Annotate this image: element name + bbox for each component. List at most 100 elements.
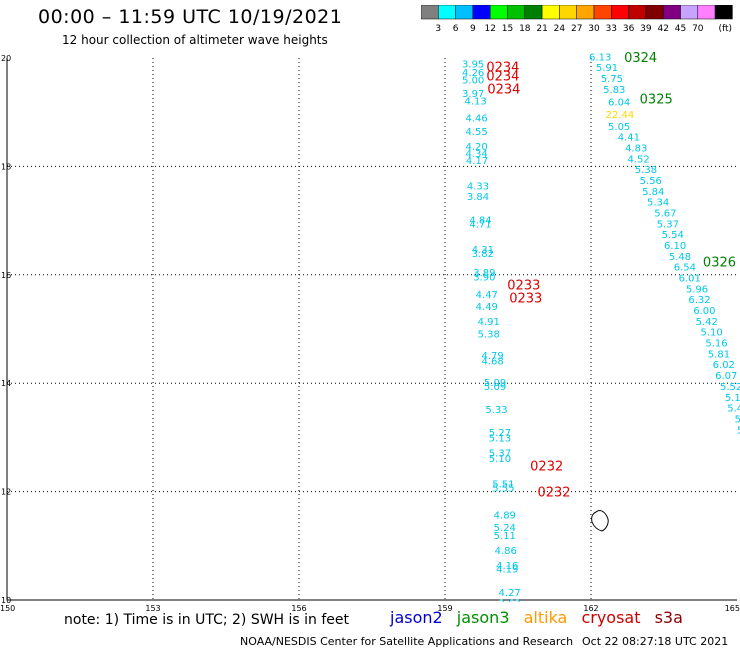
wave-height-label: 5.09 xyxy=(484,382,506,393)
color-scale-label: 36 xyxy=(623,24,635,33)
note-text: note: 1) Time is in UTC; 2) SWH is in fe… xyxy=(64,612,350,628)
wave-height-label: 5.52 xyxy=(720,382,740,393)
wave-height-label: 4.83 xyxy=(625,143,647,154)
wave-height-label: 5.43 xyxy=(735,414,740,425)
wave-height-label: 5.10 xyxy=(725,393,740,404)
wave-height-label: 6.02 xyxy=(713,360,735,371)
wave-height-label: 4.49 xyxy=(476,302,498,313)
wave-height-label: 5.51 xyxy=(492,479,514,490)
wave-height-label: 3.89 xyxy=(473,268,495,279)
wave-height-label: 5.75 xyxy=(601,74,623,85)
pass-time-label: 0234 xyxy=(487,82,520,97)
wave-height-label: 5.10 xyxy=(489,454,511,465)
wave-height-label: 3.95 xyxy=(462,59,484,70)
wave-height-label: 4.46 xyxy=(465,114,487,125)
wave-height-label: 4.26 xyxy=(462,68,484,79)
wave-height-label: 5.13 xyxy=(489,433,511,444)
wave-height-label: 5.84 xyxy=(642,187,664,198)
color-scale-label: 18 xyxy=(519,24,531,33)
wave-height-label: 5.38 xyxy=(478,329,500,340)
wave-height-label: 5.34 xyxy=(647,198,669,209)
wave-height-label: 5.42 xyxy=(696,317,718,328)
wave-height-label: 5.37 xyxy=(489,449,511,460)
wave-height-label: 4.34 xyxy=(465,149,487,160)
color-scale-label: 39 xyxy=(640,24,652,33)
y-tick-label: 20 xyxy=(1,54,11,63)
wave-height-label: 4.27 xyxy=(499,588,521,599)
legend-jason3: jason3 xyxy=(456,608,510,627)
pass-time-label: 0325 xyxy=(640,93,673,108)
wave-height-label: 4.13 xyxy=(464,96,486,107)
wave-height-label: 5.48 xyxy=(727,404,740,415)
wave-height-label: 4.52 xyxy=(628,154,650,165)
wave-height-label: 5.11 xyxy=(494,531,516,542)
wave-height-label: 3.97 xyxy=(462,89,484,100)
wave-height-label: 6.04 xyxy=(608,97,630,108)
wave-height-label: 22.44 xyxy=(606,110,635,121)
wave-height-label: 5.38 xyxy=(635,165,657,176)
wave-height-label: 3.82 xyxy=(472,249,494,260)
wave-height-label: 6.07 xyxy=(715,371,737,382)
x-tick-label: 165 xyxy=(725,604,740,613)
color-scale-label: 30 xyxy=(588,24,600,33)
legend-s3a: s3a xyxy=(654,608,683,627)
pass-time-label: 0232 xyxy=(530,460,563,475)
pass-time-label: 0233 xyxy=(509,292,542,307)
color-scale-label: 42 xyxy=(657,24,668,33)
wave-height-label: 5.33 xyxy=(485,405,507,416)
color-scale-bar: 3 6 9 12 15 18 21 24 27 30 33 36 39 42 45 70 (ft) xyxy=(421,5,733,33)
wave-height-label: 4.33 xyxy=(467,181,489,192)
wave-height-label: 5.81 xyxy=(708,349,730,360)
wave-height-label: 4.41 xyxy=(618,133,640,144)
wave-height-label: 3.90 xyxy=(473,272,495,283)
y-tick-label: 16 xyxy=(1,271,11,280)
footer-date: Oct 22 08:27:18 UTC 2021 xyxy=(582,635,729,648)
x-tick-label: 153 xyxy=(145,604,160,613)
y-tick-label: 14 xyxy=(1,379,11,388)
wave-height-label: 4.47 xyxy=(476,290,498,301)
pass-time-label: 0232 xyxy=(537,486,570,501)
color-scale-label: 21 xyxy=(536,24,547,33)
wave-height-label: 4.31 xyxy=(472,245,494,256)
color-scale-label: 70 xyxy=(692,24,704,33)
color-scale-label: 45 xyxy=(675,24,686,33)
wave-height-label: 4.68 xyxy=(482,356,504,367)
color-scale-label: 24 xyxy=(554,24,566,33)
wave-height-label: 5.37 xyxy=(657,219,679,230)
chart-subtitle: 12 hour collection of altimeter wave hei… xyxy=(62,33,328,47)
color-scale-label: 27 xyxy=(571,24,582,33)
color-scale-label: 3 xyxy=(435,24,441,33)
wave-height-label: 5.48 xyxy=(669,252,691,263)
wave-height-label: 6.10 xyxy=(664,241,686,252)
legend-jason2: jason2 xyxy=(390,608,443,627)
wave-height-label: 5.91 xyxy=(596,63,618,74)
color-scale-label: 15 xyxy=(502,24,513,33)
wave-height-label: 5.67 xyxy=(654,208,676,219)
color-scale-label: 33 xyxy=(606,24,617,33)
legend-cryosat: cryosat xyxy=(581,608,641,627)
wave-height-label: 5.55 xyxy=(492,483,514,494)
wave-height-label: 6.32 xyxy=(688,295,710,306)
wave-height-label: 3.84 xyxy=(467,192,489,203)
x-tick-label: 156 xyxy=(291,604,306,613)
wave-height-label: 4.19 xyxy=(496,565,518,576)
wave-height-label: 4.55 xyxy=(465,127,487,138)
wave-height-label: 4.71 xyxy=(469,219,491,230)
wave-height-label: 5.16 xyxy=(705,339,727,350)
wave-height-label: 5.96 xyxy=(686,284,708,295)
wave-height-label: 4.17 xyxy=(466,156,488,167)
wave-height-label: 4.20 xyxy=(465,142,487,153)
wave-height-label: 4.89 xyxy=(494,510,516,521)
wave-height-label: 5.83 xyxy=(603,85,625,96)
wave-height-label: 5.54 xyxy=(662,230,684,241)
wave-height-label: 4.79 xyxy=(482,351,504,362)
wave-height-label: 5.69 xyxy=(737,425,740,436)
island-outline xyxy=(591,510,609,532)
y-tick-label: 12 xyxy=(1,488,11,497)
wave-height-label: 5.10 xyxy=(701,328,723,339)
wave-height-label: 5.56 xyxy=(640,176,662,187)
wave-height-label: 5.27 xyxy=(489,428,511,439)
wave-height-label: 5.09 xyxy=(484,378,506,389)
wave-height-label: 6.13 xyxy=(589,52,611,63)
